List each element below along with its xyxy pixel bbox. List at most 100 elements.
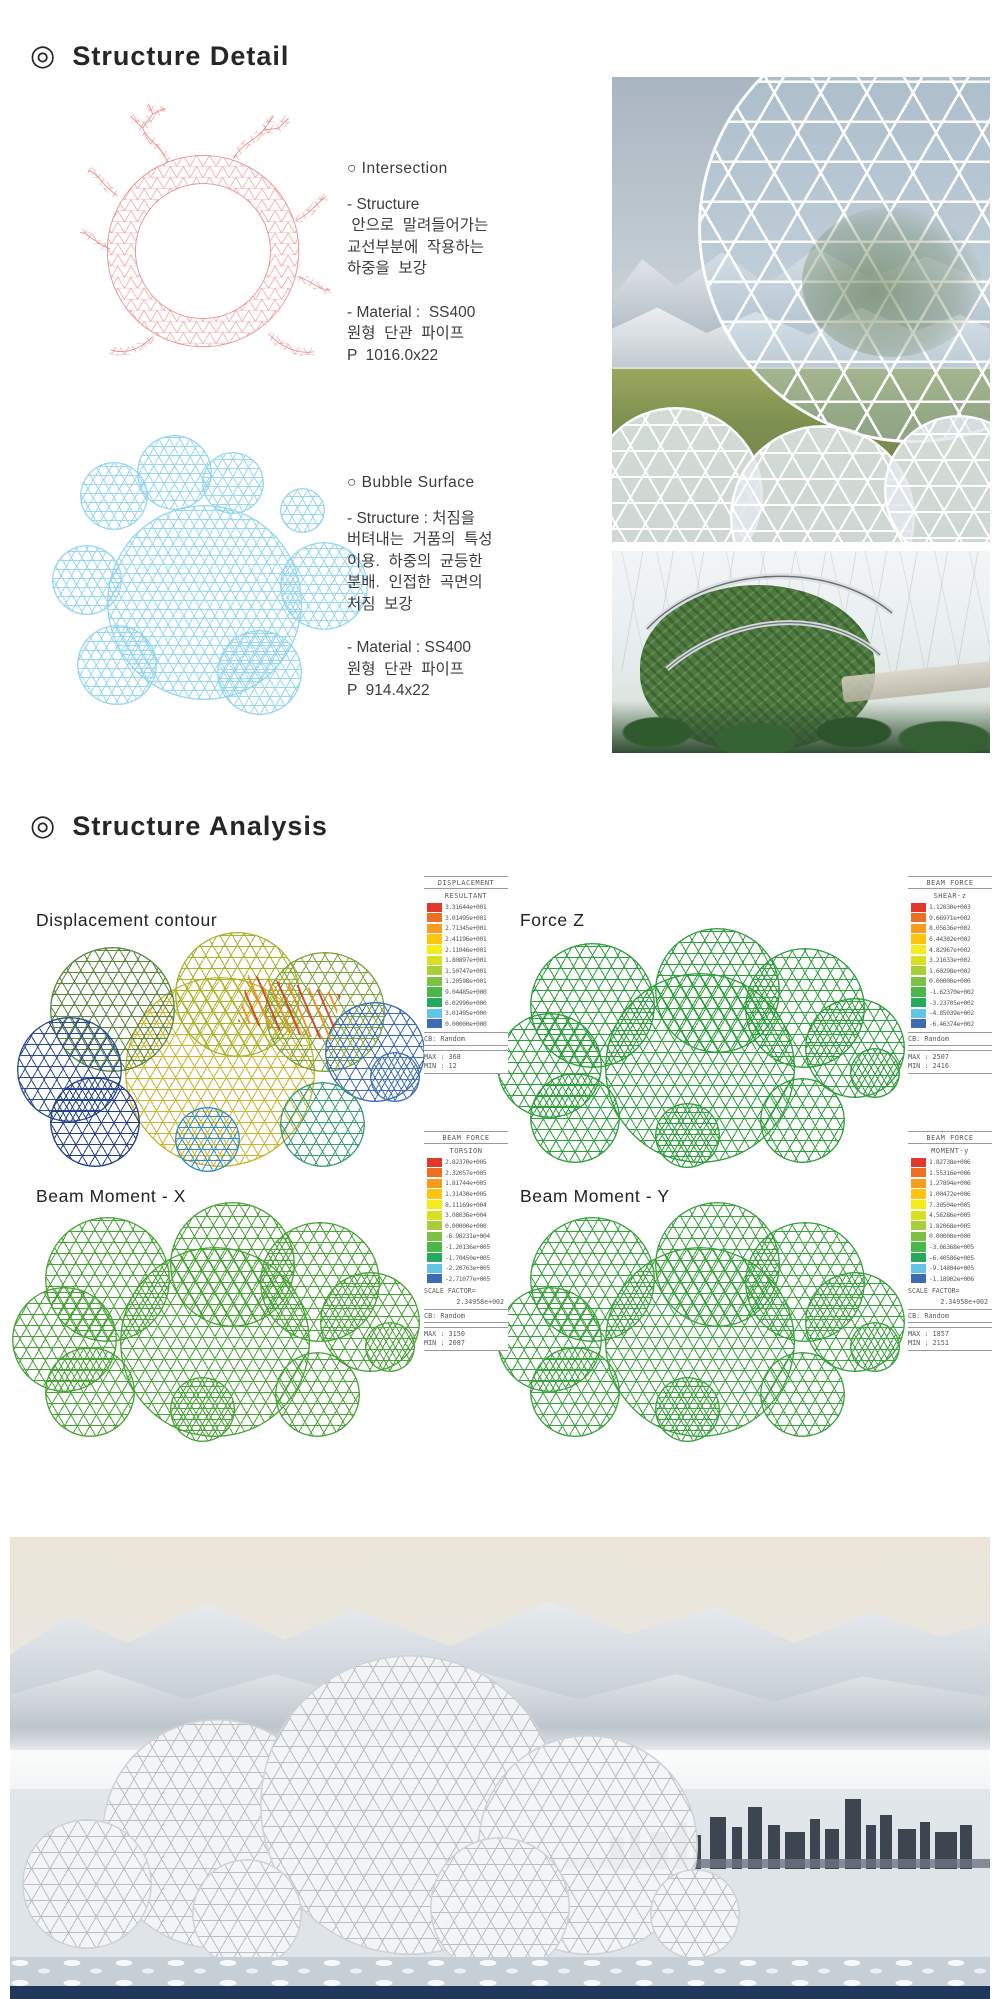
legend-swatch — [427, 1221, 442, 1231]
legend-loadcase: CB: Random — [424, 1309, 508, 1324]
legend-beam-moment-y: BEAM FORCE MOMENT-y 1.82738e+006 1.55316e… — [908, 1131, 992, 1352]
legend-title: DISPLACEMENT — [424, 876, 508, 889]
legend-row: -2.20763e+005 — [427, 1263, 508, 1274]
legend-value: -9.14804e+005 — [929, 1264, 974, 1273]
legend-row: -1.18902e+006 — [911, 1274, 992, 1285]
legend-color-scale: 1.82738e+006 1.55316e+006 1.27894e+006 1.00… — [908, 1157, 992, 1284]
legend-swatch — [911, 1189, 926, 1199]
legend-row: 1.50747e+001 — [427, 966, 508, 977]
fea-dome — [365, 1322, 415, 1372]
legend-value: 2.32057e+005 — [445, 1168, 487, 1177]
legend-swatch — [427, 1274, 442, 1284]
legend-scale-factor-label: SCALE FACTOR= — [908, 1287, 960, 1296]
legend-max-min: MAX : 368 MIN : 12 — [424, 1050, 508, 1075]
legend-row: 4.56286e+005 — [911, 1210, 992, 1221]
legend-value: 3.01495e+001 — [445, 913, 487, 922]
fea-dome — [760, 1078, 845, 1163]
text-line: - Material : SS400 — [347, 303, 476, 321]
double-circle-bullet-icon: ◎ — [30, 40, 57, 72]
legend-swatch — [911, 987, 926, 997]
intersection-material-lines: - Material : SS400 원형 단관 파이프 P 1016.0x22 — [347, 302, 522, 367]
legend-value: 1.12830e+003 — [929, 903, 971, 912]
legend-swatch — [427, 1157, 442, 1167]
text-line: 교선부분에 작용하는 — [347, 238, 484, 256]
legend-displacement: DISPLACEMENT RESULTANT 3.31644e+001 3.014… — [424, 876, 508, 1075]
legend-row: 2.71345e+001 — [427, 923, 508, 934]
legend-row: 0.00000e+000 — [911, 1231, 992, 1242]
text-line: 안으로 말려들어가는 — [347, 217, 489, 234]
spiral-walkway-track — [644, 573, 894, 671]
legend-value: 4.82967e+002 — [929, 945, 971, 954]
legend-title: BEAM FORCE — [908, 1131, 992, 1144]
legend-row: 1.60298e+002 — [911, 966, 992, 977]
legend-swatch — [427, 934, 442, 944]
plot-label-beam-moment-x: Beam Moment - X — [36, 1186, 187, 1206]
legend-min: MIN : 2087 — [424, 1339, 465, 1348]
shoreline — [565, 1859, 990, 1868]
legend-value: 1.60298e+002 — [929, 966, 971, 975]
legend-row: -1.62370e+002 — [911, 987, 992, 998]
plot-label-displacement: Displacement contour — [36, 910, 218, 930]
fea-dome — [850, 1048, 900, 1098]
legend-swatch — [911, 945, 926, 955]
fea-render-beam-moment-y — [497, 1202, 905, 1447]
text-line: 처짐 보강 — [347, 595, 413, 613]
legend-swatch — [911, 1210, 926, 1220]
legend-value: 1.81744e+005 — [445, 1179, 487, 1188]
legend-row: -6.40586e+005 — [911, 1252, 992, 1263]
legend-max: MAX : 368 — [424, 1053, 461, 1062]
bubble-sphere — [202, 452, 264, 514]
section-title-text: Structure Detail — [72, 41, 290, 71]
legend-value: -2.71077e+005 — [445, 1274, 490, 1283]
legend-max: MAX : 3150 — [424, 1330, 465, 1339]
legend-value: -6.46374e+002 — [929, 1019, 974, 1028]
legend-row: 2.41196e+001 — [427, 934, 508, 945]
legend-scale-factor-value: 2.34958e+002 — [456, 1298, 504, 1307]
legend-value: -6.40586e+005 — [929, 1253, 974, 1262]
section-title-structure-detail: ◎ Structure Detail — [30, 38, 289, 73]
legend-max: MAX : 1857 — [908, 1330, 949, 1339]
legend-swatch — [911, 966, 926, 976]
legend-swatch — [427, 1253, 442, 1263]
legend-color-scale: 2.82370e+005 2.32057e+005 1.81744e+005 1.31… — [424, 1157, 508, 1284]
legend-swatch — [911, 1019, 926, 1029]
fea-render-force-z — [497, 928, 905, 1173]
legend-min: MIN : 2151 — [908, 1339, 949, 1348]
text-line: - Structure : 처짐을 — [347, 509, 476, 527]
legend-value: 2.71345e+001 — [445, 924, 487, 933]
photo-geodesic-dome-exterior — [612, 77, 990, 542]
legend-value: 3.01495e+000 — [445, 1009, 487, 1018]
fea-dome — [45, 1347, 135, 1437]
legend-row: 1.20598e+001 — [427, 976, 508, 987]
legend-row: 7.30504e+005 — [911, 1199, 992, 1210]
fea-dome — [280, 1082, 365, 1167]
legend-swatch — [911, 934, 926, 944]
double-circle-bullet-icon: ◎ — [30, 810, 57, 842]
legend-swatch — [427, 945, 442, 955]
text-line: - Material : SS400 — [347, 639, 472, 656]
legend-row: 3.21633e+002 — [911, 955, 992, 966]
legend-swatch — [427, 955, 442, 965]
legend-swatch — [427, 987, 442, 997]
legend-swatch — [427, 902, 442, 912]
legend-max: MAX : 2507 — [908, 1053, 949, 1062]
fea-dome — [50, 1077, 140, 1167]
legend-value: 0.00000e+000 — [929, 1232, 971, 1241]
legend-row: 2.11046e+001 — [427, 944, 508, 955]
legend-value: 1.00472e+006 — [929, 1190, 971, 1199]
legend-value: 0.00000e+000 — [445, 1221, 487, 1230]
legend-swatch — [911, 955, 926, 965]
legend-value: 0.00000e+000 — [445, 1019, 487, 1028]
bubble-sphere — [80, 462, 148, 530]
text-line: 이용. 하중의 균등한 — [347, 552, 483, 570]
legend-value: 2.41196e+001 — [445, 935, 487, 944]
legend-swatch — [911, 976, 926, 987]
fea-dome — [370, 1052, 420, 1102]
bubble-sphere — [77, 625, 157, 705]
legend-swatch — [427, 1263, 442, 1273]
bubble-sphere — [137, 435, 212, 510]
fea-dome — [655, 1103, 720, 1168]
bubble-sphere — [217, 630, 302, 715]
text-line: P 1016.0x22 — [347, 346, 439, 364]
legend-title: BEAM FORCE — [908, 876, 992, 889]
